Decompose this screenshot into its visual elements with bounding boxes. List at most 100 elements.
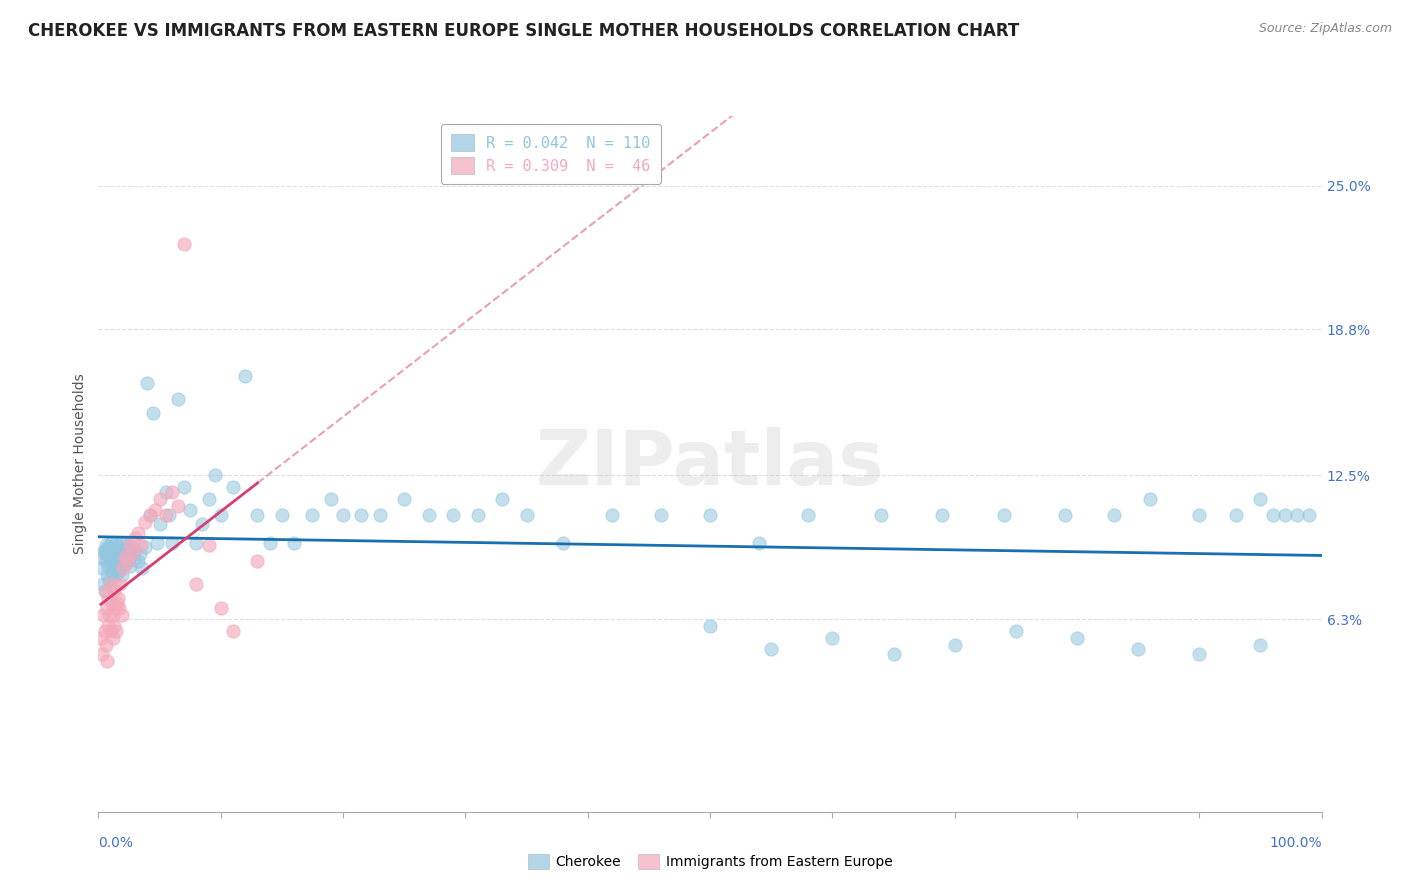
Point: [246, 508, 269, 522]
Point: [1249, 491, 1271, 506]
Point: [797, 508, 820, 522]
Point: [91, 647, 114, 661]
Point: [1053, 508, 1076, 522]
Point: [197, 538, 219, 552]
Point: [1102, 508, 1125, 522]
Point: [91, 545, 114, 559]
Point: [120, 558, 142, 573]
Point: [97, 619, 120, 633]
Point: [883, 647, 905, 661]
Point: [134, 515, 156, 529]
Point: [167, 499, 190, 513]
Point: [93, 542, 115, 557]
Point: [96, 600, 118, 615]
Point: [943, 638, 966, 652]
Point: [124, 542, 146, 557]
Point: [127, 526, 149, 541]
Point: [553, 535, 575, 549]
Point: [186, 535, 208, 549]
Point: [222, 624, 245, 638]
Point: [98, 607, 121, 622]
Point: [134, 541, 156, 555]
Point: [93, 584, 115, 599]
Point: [97, 558, 120, 573]
Point: [120, 541, 142, 555]
Point: [650, 508, 672, 522]
Point: [246, 554, 269, 568]
Point: [91, 561, 114, 575]
Point: [117, 554, 139, 568]
Point: [115, 538, 138, 552]
Point: [101, 557, 124, 571]
Point: [1004, 624, 1026, 638]
Point: [186, 577, 208, 591]
Point: [204, 468, 226, 483]
Point: [761, 642, 783, 657]
Point: [100, 535, 122, 549]
Point: [120, 538, 142, 552]
Point: [100, 577, 122, 591]
Point: [209, 600, 232, 615]
Point: [129, 538, 152, 552]
Point: [107, 557, 129, 571]
Point: [259, 535, 281, 549]
Point: [114, 557, 136, 571]
Point: [441, 508, 464, 522]
Point: [124, 531, 146, 545]
Point: [114, 549, 136, 564]
Point: [222, 480, 245, 494]
Point: [97, 591, 120, 606]
Point: [98, 542, 121, 557]
Point: [104, 535, 127, 549]
Point: [155, 484, 177, 499]
Point: [931, 508, 953, 522]
Text: Source: ZipAtlas.com: Source: ZipAtlas.com: [1258, 22, 1392, 36]
Point: [191, 517, 214, 532]
Point: [233, 368, 256, 383]
Point: [283, 535, 305, 549]
Legend: Cherokee, Immigrants from Eastern Europe: Cherokee, Immigrants from Eastern Europe: [522, 848, 898, 874]
Point: [993, 508, 1015, 522]
Point: [1066, 631, 1088, 645]
Point: [105, 549, 128, 564]
Point: [368, 508, 391, 522]
Point: [103, 545, 125, 559]
Point: [392, 491, 416, 506]
Text: 0.0%: 0.0%: [98, 836, 134, 850]
Point: [155, 508, 177, 522]
Point: [93, 624, 115, 638]
Point: [173, 480, 195, 494]
Point: [350, 508, 373, 522]
Text: 100.0%: 100.0%: [1270, 836, 1322, 850]
Point: [101, 566, 124, 580]
Point: [139, 508, 162, 522]
Point: [111, 607, 134, 622]
Point: [96, 654, 118, 668]
Point: [107, 591, 129, 606]
Point: [142, 406, 165, 420]
Point: [111, 568, 134, 582]
Point: [600, 508, 623, 522]
Point: [108, 547, 131, 561]
Point: [209, 508, 232, 522]
Point: [118, 545, 141, 559]
Point: [90, 631, 112, 645]
Point: [103, 619, 125, 633]
Point: [97, 541, 120, 555]
Text: ZIPatlas: ZIPatlas: [536, 427, 884, 500]
Point: [90, 549, 112, 564]
Point: [101, 547, 124, 561]
Point: [103, 584, 125, 599]
Point: [121, 552, 143, 566]
Point: [515, 508, 537, 522]
Point: [101, 607, 124, 622]
Point: [1188, 647, 1211, 661]
Point: [149, 517, 172, 532]
Point: [105, 566, 128, 580]
Point: [104, 624, 127, 638]
Point: [94, 584, 117, 599]
Point: [108, 600, 131, 615]
Y-axis label: Single Mother Households: Single Mother Households: [73, 374, 87, 554]
Point: [101, 596, 124, 610]
Point: [1286, 508, 1309, 522]
